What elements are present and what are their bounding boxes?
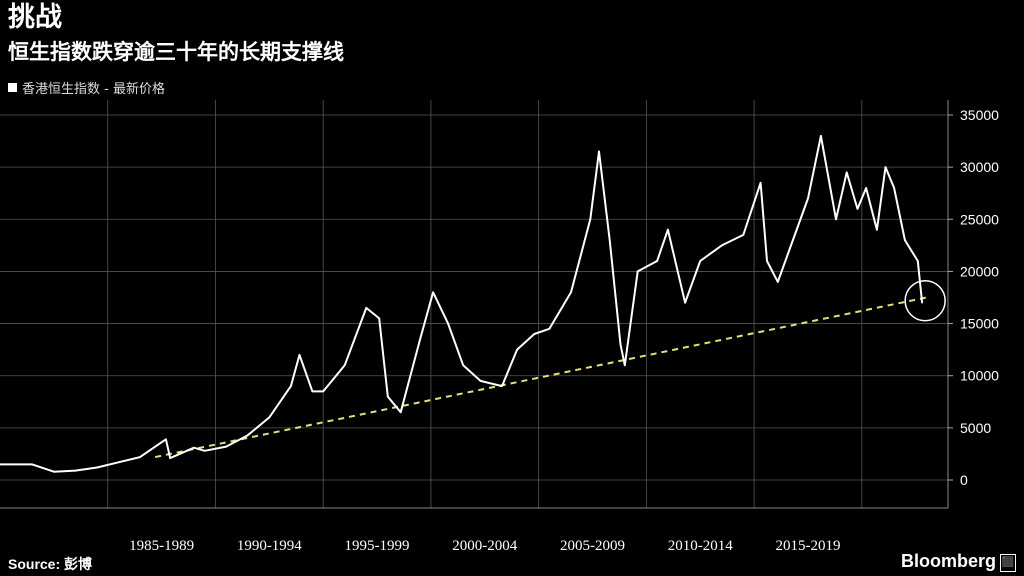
- data-point: [893, 187, 895, 189]
- data-point: [246, 434, 249, 436]
- data-point: [917, 260, 919, 262]
- data-point: [419, 338, 421, 341]
- legend-swatch: [8, 83, 17, 92]
- data-point: [865, 187, 867, 189]
- data-point: [31, 463, 34, 466]
- data-point: [268, 416, 271, 419]
- data-point: [322, 390, 324, 393]
- x-tick-label: 1990-1994: [237, 538, 302, 554]
- data-point: [387, 395, 389, 398]
- legend: 香港恒生指数 - 最新价格: [8, 78, 165, 97]
- x-tick-label: 1995-1999: [345, 538, 410, 554]
- data-point: [290, 385, 292, 387]
- data-point: [203, 450, 206, 452]
- series-group: [0, 134, 924, 473]
- chart-title: 挑战: [8, 2, 62, 33]
- data-point: [533, 333, 536, 335]
- data-point: [516, 348, 518, 351]
- data-point: [792, 239, 794, 241]
- chart-subtitle: 恒生指数跌穿逾三十年的长期支撑线: [8, 40, 344, 64]
- data-point: [298, 354, 301, 356]
- data-point: [96, 466, 98, 469]
- data-point: [720, 244, 723, 247]
- data-point: [759, 181, 762, 184]
- y-tick-label: 10000: [960, 368, 999, 384]
- trendline-group: [154, 296, 927, 459]
- data-point: [343, 364, 346, 367]
- data-point: [835, 218, 837, 221]
- data-point: [225, 445, 228, 448]
- y-tick-label: 5000: [960, 420, 991, 436]
- y-tick-label: 20000: [960, 263, 999, 279]
- data-point: [139, 456, 141, 458]
- y-tick-label: 35000: [960, 107, 999, 123]
- x-axis: 1985-1989 1990-1994 1995-1999 2000-2004 2005…: [129, 538, 840, 554]
- data-point: [820, 135, 822, 137]
- data-point: [876, 228, 878, 231]
- data-point: [856, 208, 859, 210]
- data-point: [742, 234, 745, 236]
- legend-label: 香港恒生指数 - 最新价格: [22, 82, 165, 97]
- data-point: [921, 301, 923, 304]
- data-point: [608, 239, 611, 241]
- y-tick-label: 30000: [960, 159, 999, 175]
- data-point: [845, 171, 848, 174]
- data-point: [699, 260, 702, 262]
- bloomberg-logo: Bloomberg: [900, 551, 996, 571]
- x-tick-label: 2005-2009: [560, 538, 625, 554]
- series-line: [0, 134, 924, 473]
- data-point: [399, 411, 402, 414]
- data-point: [378, 317, 381, 320]
- data-point: [462, 364, 465, 367]
- data-point: [53, 470, 55, 473]
- data-point: [624, 364, 626, 367]
- data-point: [807, 197, 809, 200]
- logo-mark-icon: ⬛: [1000, 554, 1016, 572]
- data-point: [656, 260, 658, 262]
- y-axis: 0 5000 10000 15000 20000 25000 30000 35000: [948, 107, 999, 488]
- data-point: [667, 228, 669, 231]
- data-point: [74, 469, 77, 472]
- data-point: [684, 301, 686, 304]
- data-point: [501, 385, 503, 387]
- x-tick-label: 1985-1989: [129, 538, 194, 554]
- data-point: [884, 166, 887, 168]
- data-point: [0, 463, 1, 466]
- y-tick-label: 15000: [960, 316, 999, 332]
- data-point: [776, 281, 779, 283]
- x-tick-label: 2010-2014: [668, 538, 733, 554]
- trendline: [154, 296, 927, 459]
- data-point: [447, 322, 449, 325]
- grid: [0, 100, 949, 509]
- annotation-group: [904, 279, 946, 322]
- data-point: [636, 270, 639, 273]
- y-tick-label: 0: [960, 472, 968, 488]
- data-point: [479, 380, 482, 382]
- x-tick-label: 2015-2019: [775, 538, 840, 554]
- y-tick-label: 25000: [960, 211, 999, 227]
- data-point: [169, 457, 172, 459]
- data-point: [117, 461, 120, 464]
- x-tick-label: 2000-2004: [452, 538, 517, 554]
- annotation-circle: [904, 279, 946, 322]
- data-point: [570, 291, 572, 294]
- data-point: [619, 343, 622, 346]
- data-point: [598, 150, 600, 153]
- source-note: Source: 彭博: [8, 556, 93, 572]
- data-point: [365, 307, 368, 309]
- data-point: [432, 291, 434, 294]
- data-point: [548, 327, 551, 330]
- data-point: [311, 390, 314, 393]
- data-point: [589, 218, 592, 221]
- data-point: [766, 260, 768, 262]
- data-point: [193, 446, 195, 449]
- data-point: [165, 438, 167, 441]
- data-point: [904, 239, 906, 241]
